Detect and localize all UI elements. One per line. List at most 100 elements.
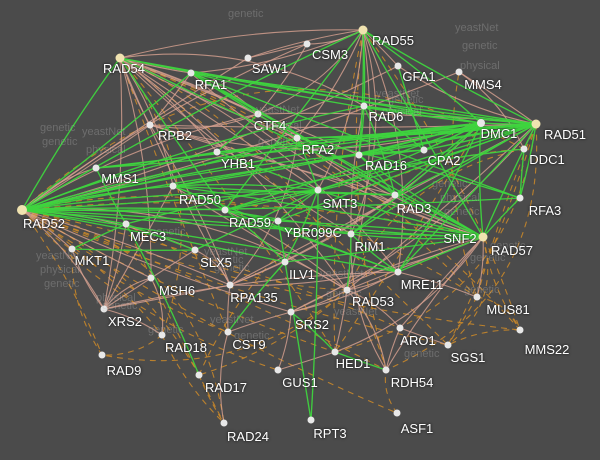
edge-yeastNet[interactable]: [284, 261, 312, 421]
edge-physical[interactable]: [296, 29, 364, 139]
edge-yeastNet[interactable]: [277, 220, 484, 238]
edge-yeastNet[interactable]: [362, 29, 484, 238]
node-rfa1[interactable]: [187, 69, 195, 77]
edge-yeastNet[interactable]: [190, 72, 484, 238]
node-mkt1[interactable]: [68, 245, 76, 253]
node-cst9[interactable]: [224, 328, 232, 336]
node-rad3[interactable]: [391, 191, 399, 199]
edge-genetic[interactable]: [482, 236, 521, 331]
edge-yeastNet[interactable]: [482, 197, 521, 238]
node-snf2[interactable]: [478, 232, 488, 242]
edge-genetic[interactable]: [119, 57, 229, 333]
edge-yeastNet[interactable]: [397, 65, 425, 151]
edge-yeastNet[interactable]: [190, 72, 521, 199]
edge-yeastNet[interactable]: [172, 122, 482, 187]
edge-yeastNet[interactable]: [394, 122, 482, 196]
edge-genetic[interactable]: [447, 236, 489, 346]
edge-yeastNet[interactable]: [21, 29, 364, 211]
edge-genetic[interactable]: [198, 148, 525, 376]
edge-yeastNet[interactable]: [172, 183, 319, 191]
node-ilv1[interactable]: [281, 258, 289, 266]
edge-physical[interactable]: [149, 123, 537, 128]
edge-genetic[interactable]: [161, 334, 225, 424]
node-rad55[interactable]: [358, 25, 368, 35]
edge-physical[interactable]: [149, 124, 484, 238]
edge-yeastNet[interactable]: [358, 154, 396, 196]
edge-physical[interactable]: [399, 236, 484, 329]
edge-physical[interactable]: [399, 327, 449, 346]
edge-yeastNet[interactable]: [190, 72, 396, 196]
node-msh6[interactable]: [147, 274, 155, 282]
node-rad9[interactable]: [98, 351, 106, 359]
edge-yeastNet[interactable]: [363, 105, 425, 151]
edge-yeastNet[interactable]: [194, 189, 319, 251]
edge-yeastNet[interactable]: [423, 122, 482, 151]
edge-physical[interactable]: [277, 351, 336, 371]
edge-yeastNet[interactable]: [350, 233, 399, 273]
edge-yeastNet[interactable]: [125, 148, 525, 225]
edge-yeastNet[interactable]: [296, 137, 521, 199]
edge-genetic[interactable]: [71, 248, 103, 356]
edge-physical[interactable]: [219, 331, 229, 424]
node-rad59[interactable]: [221, 206, 229, 214]
edge-physical[interactable]: [21, 209, 152, 279]
edge-physical[interactable]: [334, 236, 484, 353]
edge-physical[interactable]: [476, 236, 484, 298]
edge-yeastNet[interactable]: [71, 223, 127, 250]
edge-genetic[interactable]: [384, 369, 398, 414]
edge-yeastNet[interactable]: [21, 209, 352, 235]
edge-physical[interactable]: [119, 57, 352, 235]
node-rfa3[interactable]: [516, 194, 524, 202]
edge-physical[interactable]: [103, 271, 399, 310]
edge-genetic[interactable]: [125, 223, 225, 424]
node-saw1[interactable]: [244, 54, 252, 62]
edge-genetic[interactable]: [447, 329, 521, 346]
edge-physical[interactable]: [458, 71, 525, 150]
edge-yeastNet[interactable]: [224, 29, 364, 211]
edge-physical[interactable]: [21, 209, 105, 310]
edge-yeastNet[interactable]: [334, 351, 387, 371]
edge-yeastNet[interactable]: [358, 149, 425, 156]
edge-genetic[interactable]: [476, 296, 521, 331]
edge-yeastNet[interactable]: [397, 122, 482, 273]
edge-yeastNet[interactable]: [358, 105, 365, 156]
node-mec3[interactable]: [122, 220, 130, 228]
edge-yeastNet[interactable]: [350, 122, 482, 235]
node-rad50[interactable]: [169, 182, 177, 190]
edge-physical[interactable]: [277, 311, 292, 371]
edge-physical[interactable]: [290, 236, 484, 313]
edge-physical[interactable]: [257, 43, 308, 115]
edge-yeastNet[interactable]: [296, 137, 319, 191]
edge-physical[interactable]: [71, 248, 105, 310]
node-rim1[interactable]: [347, 230, 355, 238]
edge-yeastNet[interactable]: [216, 151, 319, 191]
node-rpa135[interactable]: [226, 281, 234, 289]
edge-yeastNet[interactable]: [227, 261, 286, 333]
edge-yeastNet[interactable]: [519, 148, 525, 199]
node-gfa1[interactable]: [394, 62, 402, 70]
edge-yeastNet[interactable]: [125, 223, 200, 376]
edge-physical[interactable]: [119, 57, 298, 139]
edge-yeastNet[interactable]: [284, 189, 319, 263]
node-rad52[interactable]: [17, 205, 27, 215]
edge-physical[interactable]: [346, 289, 387, 371]
edge-yeastNet[interactable]: [21, 209, 279, 222]
edge-yeastNet[interactable]: [172, 185, 226, 211]
edge-physical[interactable]: [103, 308, 163, 336]
edge-yeastNet[interactable]: [21, 209, 399, 273]
node-hed1[interactable]: [331, 348, 339, 356]
node-ctf4[interactable]: [254, 110, 262, 118]
edge-yeastNet[interactable]: [95, 151, 218, 169]
edge-physical[interactable]: [150, 277, 164, 336]
edge-physical[interactable]: [227, 311, 292, 333]
edge-physical[interactable]: [229, 194, 396, 286]
edge-yeastNet[interactable]: [482, 123, 537, 238]
edge-yeastNet[interactable]: [350, 233, 484, 240]
edge-yeastNet[interactable]: [224, 189, 319, 211]
node-rad24[interactable]: [220, 419, 228, 427]
node-rpt3[interactable]: [307, 416, 315, 424]
node-gus1[interactable]: [274, 366, 282, 374]
edge-genetic[interactable]: [101, 334, 163, 356]
node-yhb1[interactable]: [213, 148, 221, 156]
edge-yeastNet[interactable]: [71, 248, 196, 252]
